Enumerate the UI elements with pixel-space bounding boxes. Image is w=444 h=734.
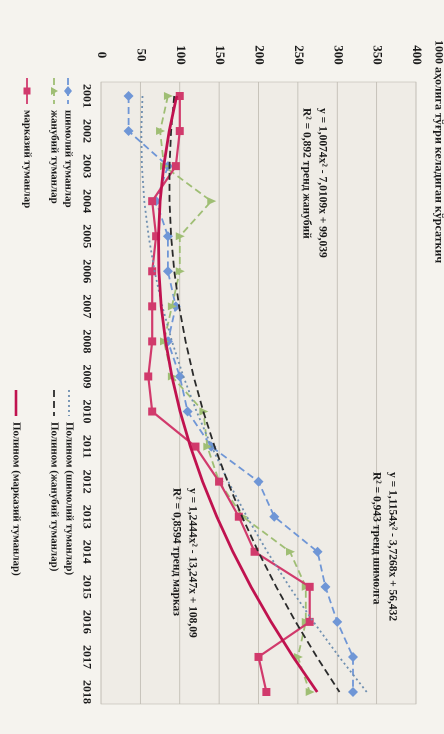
y-tick-label: 100 — [174, 45, 189, 65]
x-tick-label: 2017 — [80, 645, 94, 669]
data-point — [234, 512, 243, 521]
data-point — [163, 92, 173, 100]
data-point — [305, 688, 315, 696]
y-tick-label: 0 — [95, 52, 110, 59]
legend-label: шимолий туманлар — [62, 110, 74, 208]
x-tick-label: 2002 — [80, 119, 94, 143]
data-point — [148, 302, 157, 311]
data-point — [148, 267, 157, 276]
x-tick-label: 2008 — [80, 329, 94, 353]
y-tick-label: 150 — [213, 45, 228, 65]
x-tick-label: 2005 — [80, 224, 94, 248]
data-point — [305, 582, 314, 591]
series-line — [147, 96, 311, 693]
x-tick-label: 2004 — [80, 189, 94, 213]
data-point — [207, 197, 217, 206]
x-tick-label: 2007 — [80, 294, 94, 318]
x-tick-label: 2012 — [80, 470, 94, 494]
data-point — [286, 547, 295, 556]
data-point — [254, 652, 263, 661]
data-point — [320, 581, 331, 592]
y-tick-label: 250 — [292, 45, 307, 65]
x-tick-label: 2006 — [80, 259, 94, 283]
legend-marker — [51, 87, 58, 95]
trend-annotation: y = 1,2444x² - 13,247x + 108,09 — [186, 488, 198, 638]
data-point — [305, 617, 314, 626]
trend-annotation: y = 1,1154x² - 3,7268x + 56,432 — [386, 472, 398, 621]
x-tick-label: 2011 — [80, 435, 94, 458]
data-point — [175, 92, 184, 100]
trend-annotation: y = 1,0074x² - 7,0109x + 99,039 — [316, 108, 328, 258]
data-point — [250, 547, 259, 556]
data-point — [152, 232, 161, 241]
data-point — [262, 688, 271, 696]
data-point — [123, 126, 134, 137]
x-tick-label: 2001 — [80, 84, 94, 108]
series-line — [168, 95, 341, 693]
legend-label: Полином (жанубий туманлар) — [48, 422, 60, 572]
data-point — [148, 337, 157, 346]
trend-annotation: R² = 0,892 тренд жанубий — [300, 108, 312, 239]
trend-annotation: R² = 0,943 тренд шимолга — [370, 472, 382, 605]
data-point — [182, 406, 193, 417]
data-point — [312, 546, 323, 557]
legend-marker — [64, 86, 72, 96]
legend-label: марказий туманлар — [21, 110, 33, 208]
y-axis-title: 1000 аҳолига тўғри келадиган кўрсаткич — [432, 40, 444, 263]
data-point — [148, 407, 157, 416]
y-tick-label: 300 — [331, 45, 346, 65]
x-tick-label: 2010 — [80, 400, 94, 424]
data-point — [162, 266, 173, 277]
data-point — [215, 477, 224, 486]
data-point — [175, 232, 185, 241]
x-tick-label: 2003 — [80, 154, 94, 178]
data-point — [148, 197, 157, 206]
y-tick-label: 350 — [371, 45, 386, 65]
legend-label: жанубий туманлар — [48, 110, 60, 204]
data-point — [174, 371, 185, 382]
legend-marker — [23, 87, 31, 95]
data-point — [167, 302, 177, 311]
data-point — [144, 372, 153, 381]
x-tick-label: 2014 — [80, 540, 94, 564]
legend-label: Полином (шимолий туманлар) — [63, 422, 75, 576]
series-line — [159, 95, 311, 693]
data-point — [156, 127, 166, 136]
y-tick-label: 200 — [253, 45, 268, 65]
data-point — [348, 687, 358, 697]
data-point — [175, 127, 184, 136]
data-point — [269, 511, 280, 522]
data-point — [171, 162, 180, 171]
data-point — [348, 651, 358, 662]
series-line — [127, 96, 354, 692]
y-tick-label: 50 — [134, 49, 149, 62]
x-tick-label: 2018 — [80, 680, 94, 704]
x-tick-label: 2009 — [80, 364, 94, 388]
x-tick-label: 2013 — [80, 505, 94, 529]
data-point — [175, 267, 185, 276]
data-point — [203, 442, 213, 451]
y-tick-label: 400 — [410, 45, 425, 65]
data-point — [123, 91, 134, 101]
data-point — [332, 616, 343, 627]
series-line — [157, 95, 319, 693]
x-tick-label: 2016 — [80, 610, 94, 634]
legend-label: Полином (марказий туманлар) — [10, 422, 22, 576]
x-tick-label: 2015 — [80, 575, 94, 599]
data-point — [253, 476, 264, 487]
data-point — [191, 442, 200, 451]
trend-annotation: R² = 0,8594 тренд марказ — [170, 488, 182, 616]
